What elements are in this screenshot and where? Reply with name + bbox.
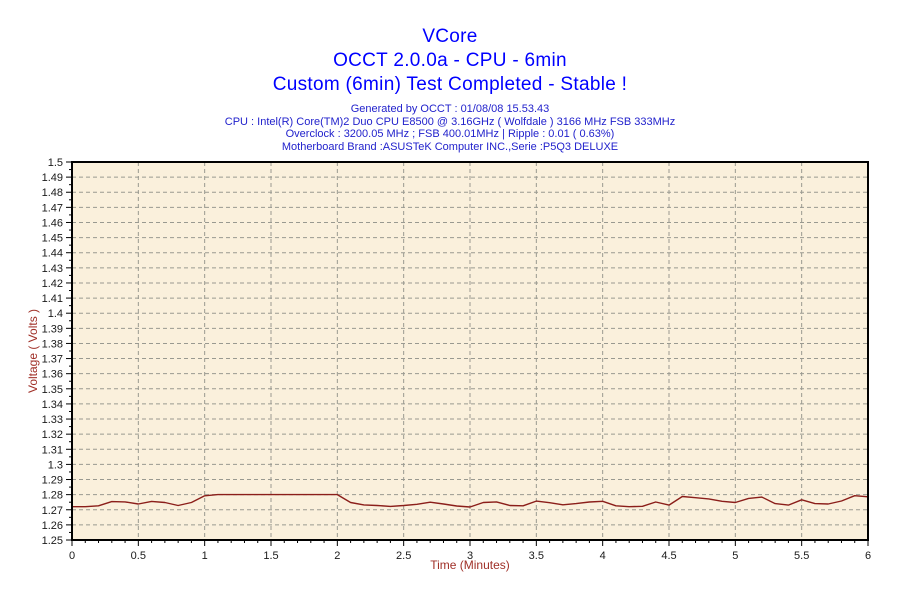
y-tick-label: 1.39 [42, 323, 63, 335]
y-tick-label: 1.37 [42, 354, 63, 366]
y-tick-label: 1.4 [48, 308, 63, 320]
y-tick-label: 1.42 [42, 278, 63, 290]
y-tick-label: 1.27 [42, 505, 63, 517]
y-tick-label: 1.25 [42, 535, 63, 547]
x-tick-label: 1 [202, 550, 208, 562]
info-overclock-line: Overclock : 3200.05 MHz ; FSB 400.01MHz … [285, 128, 615, 140]
info-cpu-line: CPU : Intel(R) Core(TM)2 Duo CPU E8500 @… [224, 115, 676, 128]
info-generated-line: Generated by OCCT : 01/08/08 15.53.43 [350, 103, 550, 115]
info-motherboard-line: Motherboard Brand :ASUSTeK Computer INC.… [281, 140, 619, 153]
y-tick-label: 1.26 [42, 520, 63, 532]
y-tick-label: 1.41 [42, 293, 63, 305]
y-tick-label: 1.28 [42, 490, 63, 502]
x-tick-label: 0.5 [131, 550, 146, 562]
y-tick-label: 1.44 [42, 248, 63, 260]
sensor-title: VCore [422, 26, 478, 47]
y-tick-label: 1.31 [42, 444, 63, 456]
y-tick-label: 1.38 [42, 338, 63, 350]
x-tick-label: 6 [865, 550, 871, 562]
test-title: OCCT 2.0.0a - CPU - 6min [333, 50, 567, 71]
x-tick-label: 2 [334, 550, 340, 562]
x-tick-label: 4 [600, 550, 606, 562]
x-tick-label: 0 [69, 550, 75, 562]
x-tick-label: 2.5 [396, 550, 411, 562]
y-tick-label: 1.35 [42, 384, 63, 396]
y-tick-label: 1.36 [42, 369, 63, 381]
x-tick-label: 3.5 [529, 550, 544, 562]
x-tick-label: 3 [467, 550, 473, 562]
x-tick-label: 4.5 [661, 550, 676, 562]
test-status: Custom (6min) Test Completed - Stable ! [272, 74, 628, 95]
x-axis-title: Time (Minutes) [430, 558, 510, 572]
x-tick-label: 5 [732, 550, 738, 562]
y-tick-label: 1.49 [42, 172, 63, 184]
y-tick-label: 1.47 [42, 202, 63, 214]
system-info-block: Generated by OCCT : 01/08/08 15.53.43 CP… [0, 103, 900, 153]
y-tick-label: 1.46 [42, 217, 63, 229]
y-tick-label: 1.48 [42, 187, 63, 199]
y-axis-title: Voltage ( Volts ) [26, 309, 40, 393]
y-tick-label: 1.3 [48, 459, 63, 471]
y-tick-label: 1.33 [42, 414, 63, 426]
report-header: VCore OCCT 2.0.0a - CPU - 6min Custom (6… [0, 25, 900, 153]
y-tick-label: 1.43 [42, 263, 63, 275]
y-tick-label: 1.45 [42, 233, 63, 245]
y-tick-label: 1.32 [42, 429, 63, 441]
vcore-series-line [71, 493, 869, 508]
x-tick-label: 5.5 [794, 550, 809, 562]
y-tick-label: 1.29 [42, 475, 63, 487]
y-tick-label: 1.5 [48, 157, 63, 169]
y-tick-label: 1.34 [42, 399, 63, 411]
plot-border [71, 161, 869, 541]
x-tick-label: 1.5 [263, 550, 278, 562]
